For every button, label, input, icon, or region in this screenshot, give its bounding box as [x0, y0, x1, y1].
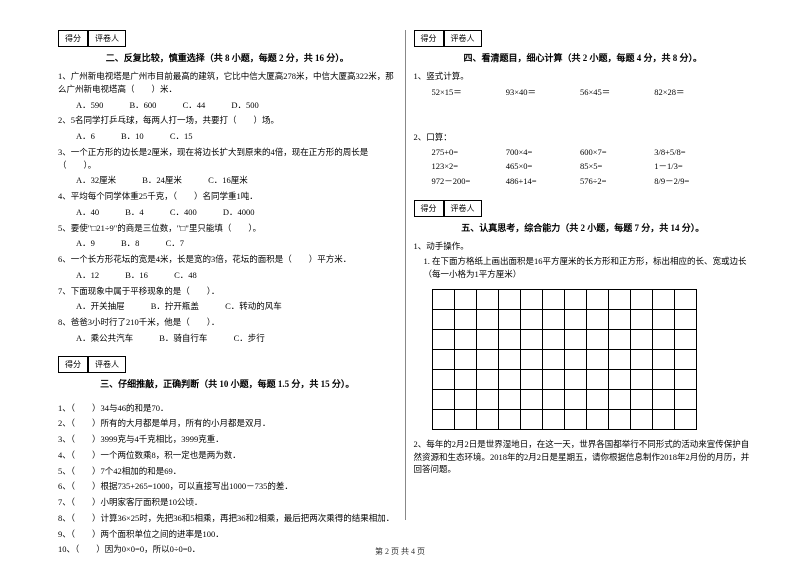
s4-q1: 1、竖式计算。	[414, 70, 753, 83]
s3-q2: 2、（ ）所有的大月都是单月，所有的小月都是双月．	[58, 417, 397, 430]
s2-q1-a: A．590	[76, 99, 103, 112]
s3-q4: 4、（ ）一个两位数乘8，积一定也是两为数．	[58, 449, 397, 462]
right-column: 得分 评卷人 四、看清题目，细心计算（共 2 小题，每题 4 分，共 8 分）。…	[406, 30, 761, 520]
section3-title: 三、仔细推敲，正确判断（共 10 小题，每题 1.5 分，共 15 分）。	[58, 377, 397, 390]
score-box-5: 得分 评卷人	[414, 200, 753, 217]
s2-q4-opts: A．40 B．4 C．400 D．4000	[58, 206, 397, 219]
s2-q4-c: C．400	[170, 206, 197, 219]
page-columns: 得分 评卷人 二、反复比较，慎重选择（共 8 小题，每题 2 分，共 16 分）…	[50, 30, 760, 520]
section2-title: 二、反复比较，慎重选择（共 8 小题，每题 2 分，共 16 分）。	[58, 51, 397, 64]
r3a: 972－200=	[432, 175, 504, 187]
s2-q8-b: B．骑自行车	[159, 332, 207, 345]
s2-q1-b: B．600	[130, 99, 157, 112]
r2b: 465×0=	[506, 161, 578, 171]
r1c: 600×7=	[580, 147, 652, 157]
r3c: 576÷2=	[580, 176, 652, 186]
score-label-3: 得分	[58, 356, 88, 373]
left-column: 得分 评卷人 二、反复比较，慎重选择（共 8 小题，每题 2 分，共 16 分）…	[50, 30, 406, 520]
s2-q7-b: B．拧开瓶盖	[151, 300, 199, 313]
s2-q4-a: A．40	[76, 206, 99, 219]
r3b: 486+14=	[506, 176, 578, 186]
s2-q1-c: C．44	[183, 99, 206, 112]
r1d: 3/8+5/8=	[654, 147, 726, 157]
s2-q6-b: B．16	[125, 269, 148, 282]
s2-q5-a: A．9	[76, 237, 95, 250]
s2-q3-a: A．32厘米	[76, 174, 116, 187]
score-label: 得分	[58, 30, 88, 47]
s2-q1: 1、广州新电视塔是广州市目前最高的建筑，它比中信大厦高278米，中信大厦高322…	[58, 70, 397, 96]
s2-q2-c: C．15	[170, 130, 193, 143]
c1a: 52×15＝	[432, 86, 504, 98]
grader-label-4: 评卷人	[444, 30, 482, 47]
grader-label-3: 评卷人	[88, 356, 126, 373]
s4-r3: 972－200= 486+14= 576÷2= 8/9－2/9=	[414, 175, 753, 187]
score-box-4: 得分 评卷人	[414, 30, 753, 47]
r2c: 85×5=	[580, 161, 652, 171]
s2-q3: 3、一个正方形的边长是2厘米，现在将边长扩大到原来的4倍，现在正方形的周长是（ …	[58, 146, 397, 172]
s3-q9: 9、（ ）两个面积单位之间的进率是100．	[58, 528, 397, 541]
s2-q6: 6、一个长方形花坛的宽是4米，长是宽的3倍，花坛的面积是（ ）平方米．	[58, 253, 397, 266]
s3-q3: 3、（ ）3999克与4千克相比，3999克重．	[58, 433, 397, 446]
s2-q6-opts: A．12 B．16 C．48	[58, 269, 397, 282]
page-footer: 第 2 页 共 4 页	[0, 546, 800, 557]
r2a: 123×2=	[432, 161, 504, 171]
c1c: 56×45＝	[580, 86, 652, 98]
s2-q6-a: A．12	[76, 269, 99, 282]
s2-q6-c: C．48	[174, 269, 197, 282]
s2-q8: 8、爸爸3小时行了210千米，他是（ ）．	[58, 316, 397, 329]
s2-q8-c: C．步行	[234, 332, 265, 345]
s2-q5: 5、要使"□21÷9"的商是三位数，"□"里只能填（ ）。	[58, 222, 397, 235]
s3-q5: 5、（ ）7个42相加的和是69．	[58, 465, 397, 478]
score-label-5: 得分	[414, 200, 444, 217]
section4-title: 四、看清题目，细心计算（共 2 小题，每题 4 分，共 8 分）。	[414, 51, 753, 64]
s2-q4-d: D．4000	[223, 206, 255, 219]
s2-q7: 7、下面现象中属于平移现象的是（ ）．	[58, 285, 397, 298]
s2-q5-c: C．7	[166, 237, 184, 250]
s2-q7-c: C．转动的风车	[225, 300, 282, 313]
s2-q3-b: B．24厘米	[142, 174, 182, 187]
s2-q7-opts: A．开关抽屉 B．拧开瓶盖 C．转动的风车	[58, 300, 397, 313]
s2-q3-c: C．16厘米	[208, 174, 248, 187]
s4-c1: 52×15＝ 93×40＝ 56×45＝ 82×28＝	[414, 86, 753, 98]
s3-q1: 1、（ ）34与46的和是70．	[58, 402, 397, 415]
r3d: 8/9－2/9=	[654, 175, 726, 187]
section5-title: 五、认真思考，综合能力（共 2 小题，每题 7 分，共 14 分）。	[414, 221, 753, 234]
score-box-3: 得分 评卷人	[58, 356, 397, 373]
r2d: 1－1/3=	[654, 160, 726, 172]
s3-q7: 7、（ ）小明家客厅面积是10公顷．	[58, 496, 397, 509]
s2-q8-opts: A．乘公共汽车 B．骑自行车 C．步行	[58, 332, 397, 345]
s2-q2-opts: A．6 B．10 C．15	[58, 130, 397, 143]
s5-q2: 2、每年的2月2日是世界湿地日，在这一天，世界各国都举行不同形式的活动来宣传保护…	[414, 438, 753, 476]
s2-q2-a: A．6	[76, 130, 95, 143]
score-label-4: 得分	[414, 30, 444, 47]
grid-table	[432, 289, 697, 430]
grid-paper	[432, 289, 753, 430]
s2-q1-opts: A．590 B．600 C．44 D．500	[58, 99, 397, 112]
s2-q5-b: B．8	[121, 237, 139, 250]
c1b: 93×40＝	[506, 86, 578, 98]
s2-q4-b: B．4	[125, 206, 143, 219]
grader-label: 评卷人	[88, 30, 126, 47]
s2-q2-b: B．10	[121, 130, 144, 143]
s3-q6: 6、（ ）根据735+265=1000，可以直接写出1000－735的差．	[58, 480, 397, 493]
s2-q7-a: A．开关抽屉	[76, 300, 125, 313]
s2-q2: 2、5名同学打乒乓球，每两人打一场，共要打（ ）场。	[58, 114, 397, 127]
score-box-2: 得分 评卷人	[58, 30, 397, 47]
s4-r1: 275+0= 700×4= 600×7= 3/8+5/8=	[414, 147, 753, 157]
s3-q8: 8、（ ）计算36×25时，先把36和5相乘，再把36和2相乘，最后把两次乘得的…	[58, 512, 397, 525]
r1b: 700×4=	[506, 147, 578, 157]
s5-q1sub: 1. 在下面方格纸上画出面积是16平方厘米的长方形和正方形，标出相应的长、宽或边…	[414, 255, 753, 281]
s4-r2: 123×2= 465×0= 85×5= 1－1/3=	[414, 160, 753, 172]
s2-q5-opts: A．9 B．8 C．7	[58, 237, 397, 250]
s2-q8-a: A．乘公共汽车	[76, 332, 133, 345]
s2-q4: 4、平均每个同学体重25千克，（ ）名同学重1吨．	[58, 190, 397, 203]
s4-q2: 2、口算：	[414, 131, 753, 144]
s5-q1: 1、动手操作。	[414, 240, 753, 253]
s2-q1-d: D．500	[231, 99, 258, 112]
c1d: 82×28＝	[654, 86, 726, 98]
grader-label-5: 评卷人	[444, 200, 482, 217]
s2-q3-opts: A．32厘米 B．24厘米 C．16厘米	[58, 174, 397, 187]
r1a: 275+0=	[432, 147, 504, 157]
